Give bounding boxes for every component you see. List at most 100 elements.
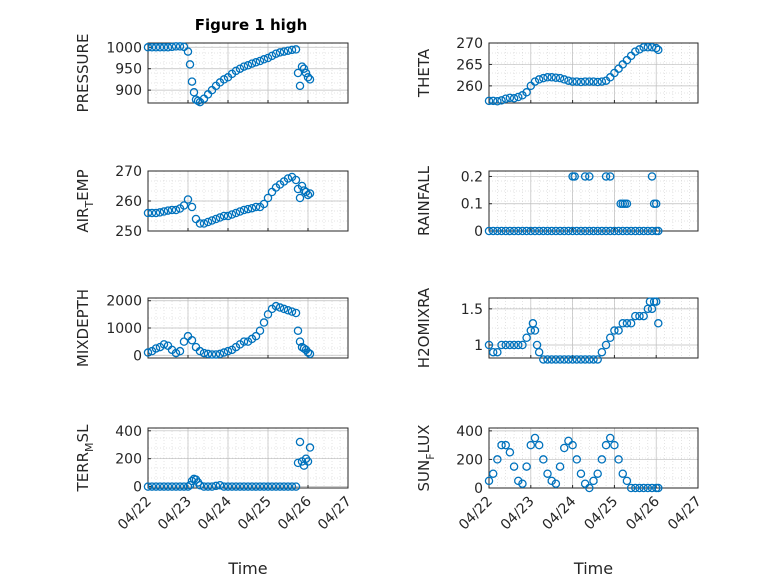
x-tick-label: 04/26 xyxy=(623,493,663,533)
data-point xyxy=(203,349,213,359)
data-point xyxy=(618,469,628,478)
data-point xyxy=(518,340,527,350)
data-point xyxy=(622,476,632,486)
data-point xyxy=(564,436,573,446)
data-point xyxy=(585,355,594,364)
data-point xyxy=(580,479,590,488)
data-point xyxy=(593,77,602,87)
data-point xyxy=(651,297,661,306)
data-point xyxy=(518,226,527,236)
y-tick-label: 0 xyxy=(474,224,483,240)
data-point xyxy=(576,355,586,364)
data-point xyxy=(593,355,602,364)
data-point xyxy=(564,226,573,236)
data-point xyxy=(631,47,640,56)
data-point xyxy=(223,211,233,221)
panel-6: 1.5 1 H2OMIXRA xyxy=(415,287,699,368)
data-point xyxy=(589,355,598,364)
data-point xyxy=(555,226,565,236)
data-point xyxy=(293,326,303,335)
data-point xyxy=(239,337,249,346)
data-point xyxy=(580,77,590,86)
data-point xyxy=(143,348,153,357)
data-point xyxy=(488,96,498,106)
data-point xyxy=(580,172,590,181)
data-point xyxy=(639,226,648,236)
data-point xyxy=(514,340,523,350)
data-point xyxy=(622,199,632,208)
data-point xyxy=(555,73,565,83)
data-point xyxy=(179,482,189,491)
data-point xyxy=(163,43,173,52)
data-point xyxy=(143,482,153,491)
x-tick-label: 04/23 xyxy=(155,494,195,534)
data-point xyxy=(151,344,161,353)
data-point xyxy=(505,340,515,350)
data-point xyxy=(185,60,195,69)
data-point xyxy=(187,476,197,486)
data-point xyxy=(271,482,281,491)
data-point xyxy=(509,226,519,236)
data-point xyxy=(509,462,519,471)
data-point xyxy=(219,348,229,357)
data-point xyxy=(497,340,506,350)
data-point xyxy=(239,482,249,491)
data-point xyxy=(297,181,307,191)
data-point xyxy=(551,355,561,364)
data-point xyxy=(522,333,531,343)
y-tick-label: 950 xyxy=(115,62,142,78)
data-point xyxy=(559,443,569,453)
data-point xyxy=(580,355,590,364)
data-point xyxy=(555,462,565,471)
data-point xyxy=(267,51,277,61)
data-point xyxy=(543,73,552,82)
data-point xyxy=(551,479,561,488)
data-point xyxy=(597,77,607,86)
data-point xyxy=(259,482,269,491)
data-point xyxy=(601,226,611,236)
data-point xyxy=(530,77,540,86)
figure-title: Figure 1 high xyxy=(195,16,308,34)
data-point xyxy=(597,455,607,464)
data-point xyxy=(647,226,657,236)
data-point xyxy=(279,304,289,314)
data-point xyxy=(505,226,515,236)
data-point xyxy=(219,482,229,491)
data-point xyxy=(291,45,301,54)
y-tick-label: 0 xyxy=(133,348,142,364)
data-point xyxy=(614,326,623,335)
data-point xyxy=(301,68,311,78)
data-point xyxy=(530,326,540,335)
data-point xyxy=(151,208,161,218)
data-point xyxy=(171,42,181,51)
data-point xyxy=(651,199,661,208)
data-point xyxy=(259,55,269,64)
data-point xyxy=(605,226,615,236)
data-point xyxy=(223,482,233,491)
data-point xyxy=(211,481,221,491)
data-point xyxy=(211,214,221,224)
data-point xyxy=(493,347,502,357)
data-point xyxy=(589,77,598,86)
data-point xyxy=(223,346,233,356)
data-point xyxy=(522,88,531,97)
data-point xyxy=(484,476,494,486)
data-point xyxy=(147,208,157,218)
data-point xyxy=(267,482,277,491)
data-point xyxy=(203,482,213,491)
data-point xyxy=(167,205,177,215)
data-point xyxy=(651,43,661,53)
data-point xyxy=(547,355,556,364)
y-tick-label: 200 xyxy=(115,452,142,468)
data-point xyxy=(275,303,285,312)
data-point xyxy=(187,77,197,86)
y-tick-label: 260 xyxy=(456,79,483,95)
data-point xyxy=(183,482,193,491)
data-point xyxy=(239,205,249,215)
x-tick-label: 04/27 xyxy=(315,494,355,534)
data-point xyxy=(159,207,169,216)
y-tick-label: 200 xyxy=(456,452,483,468)
data-point xyxy=(243,61,253,70)
data-point xyxy=(528,319,538,328)
y-tick-label: 0 xyxy=(474,481,483,497)
